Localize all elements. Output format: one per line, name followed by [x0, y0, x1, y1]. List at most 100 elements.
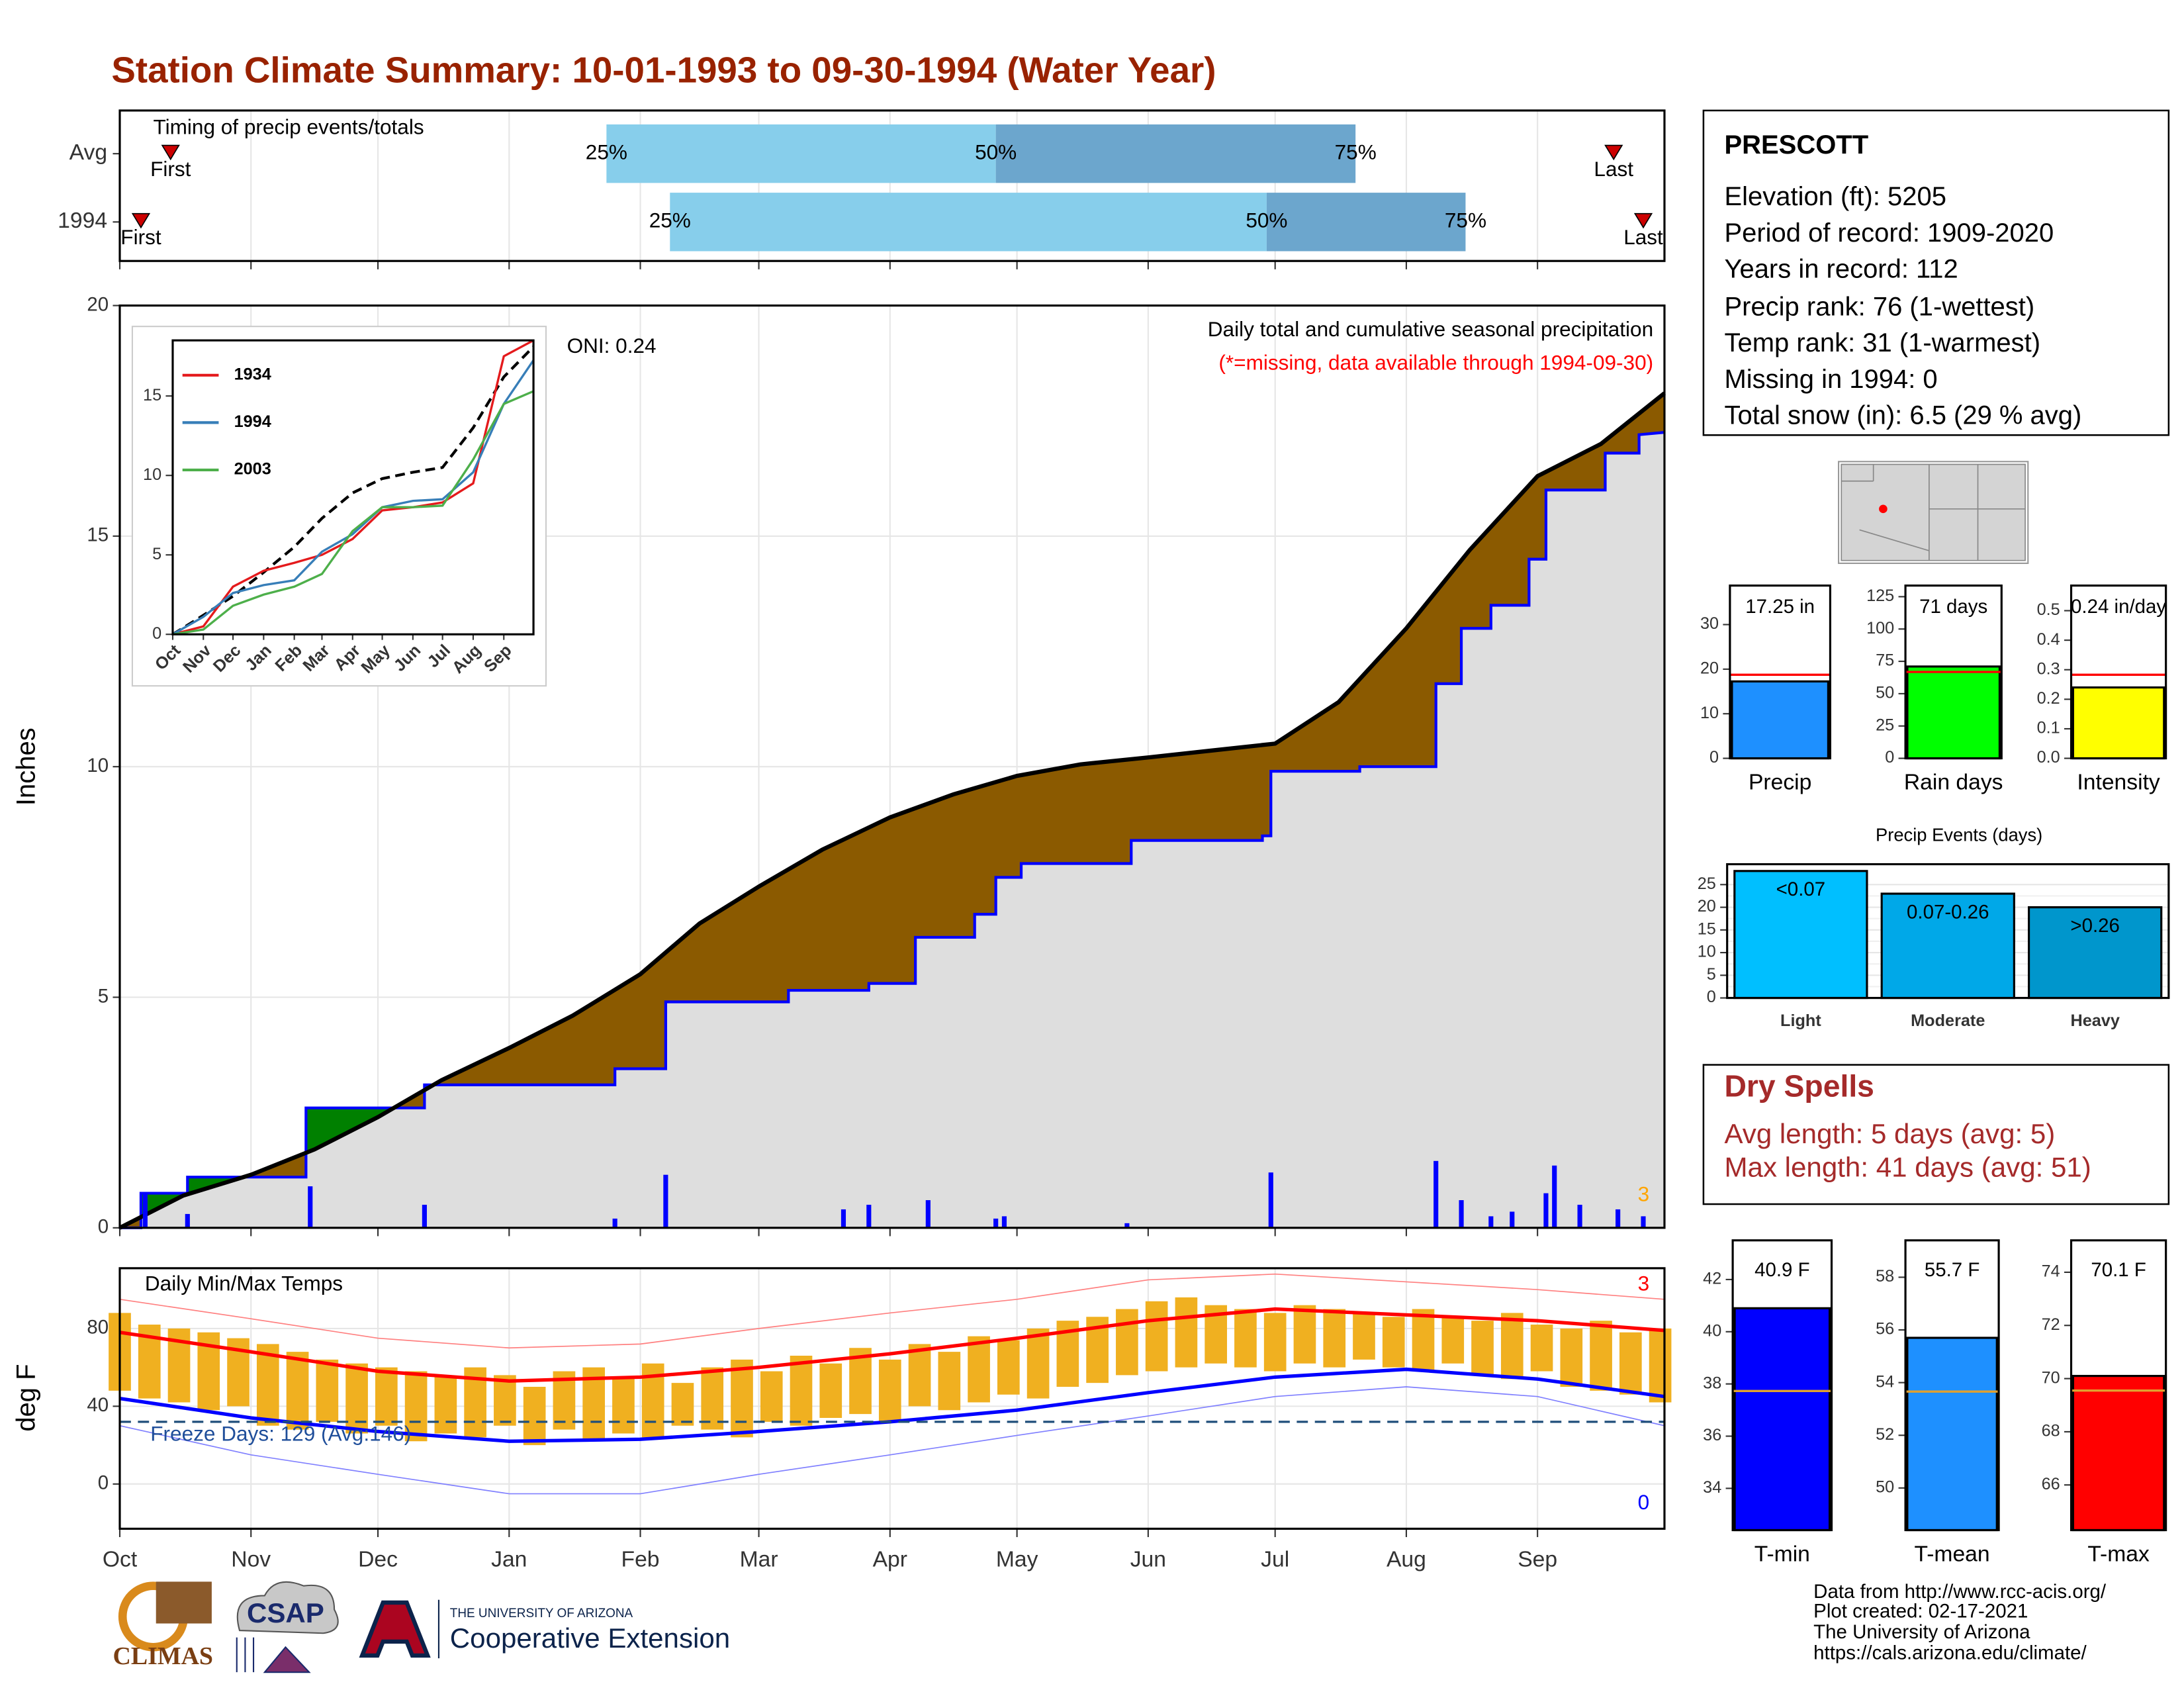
y-tick-label: 54 — [1876, 1372, 1894, 1391]
y-tick-label: 5 — [152, 545, 161, 563]
temp-range-bar — [701, 1367, 724, 1430]
series-line — [172, 359, 535, 635]
locator-map — [1838, 461, 2029, 564]
event-label: First — [120, 225, 161, 249]
plot-frame — [1726, 863, 2170, 1000]
temp-range-bar — [1471, 1321, 1494, 1376]
series-line — [171, 346, 535, 636]
series-line — [172, 390, 534, 635]
y-tick-label: 0.0 — [2037, 748, 2060, 767]
bin-label: >0.26 — [2070, 915, 2120, 937]
temp-range-bar — [1500, 1313, 1524, 1380]
temp-range-bar — [1353, 1313, 1375, 1360]
logos: CLIMAS CSAP THE UNIVERSITY OF ARIZONA Co… — [113, 1581, 730, 1673]
credit-line: Plot created: 02-17-2021 — [1813, 1600, 2028, 1622]
temp-range-bar — [1145, 1301, 1168, 1372]
percentile-label: 50% — [975, 140, 1017, 164]
daily-precip-bar — [185, 1213, 190, 1228]
temp-range-bar — [968, 1336, 990, 1403]
category-label: Rain days — [1904, 770, 2003, 794]
event-marker — [161, 144, 180, 161]
legend-label: 1934 — [234, 365, 271, 383]
bin-label: 0.07-0.26 — [1907, 901, 1989, 923]
map-land — [1841, 463, 2026, 561]
daily-precip-bar — [1268, 1172, 1273, 1228]
y-axis-label: Inches — [12, 727, 41, 806]
daily-precip-bar — [422, 1204, 427, 1228]
plot-frame — [171, 339, 535, 635]
y-tick-label: 70 — [2042, 1368, 2060, 1387]
annotation: 0 — [1638, 1490, 1650, 1514]
plot-frame — [1731, 1239, 1833, 1532]
daily-precip-bar — [142, 1193, 148, 1228]
daily-precip-bar — [1641, 1216, 1646, 1228]
x-tick-label: Jun — [1130, 1548, 1166, 1572]
common-area — [119, 432, 1664, 1228]
station-name: PRESCOTT — [1724, 130, 1868, 160]
plot-frame — [2070, 1239, 2167, 1532]
y-tick-label: 10 — [143, 465, 161, 484]
station-line: Elevation (ft): 5205 — [1724, 182, 1946, 211]
x-tick-label: Aug — [1387, 1548, 1426, 1572]
bar — [1880, 892, 2015, 1000]
temp-range-bar — [1649, 1328, 1672, 1403]
average-cumulative-line — [118, 391, 1666, 1230]
daily-precip-bar — [925, 1200, 931, 1228]
temp-range-bar — [494, 1375, 516, 1426]
y-tick-label: 0.2 — [2037, 689, 2060, 708]
y-tick-label: 40 — [1703, 1321, 1721, 1340]
temp-range-bar — [1441, 1317, 1465, 1364]
x-tick-label: Sep — [1518, 1548, 1557, 1572]
event-marker — [131, 212, 151, 229]
temp-range-bar — [1293, 1305, 1316, 1364]
bar — [2028, 906, 2163, 1000]
y-tick-label: 52 — [1876, 1425, 1894, 1444]
y-tick-label: 40 — [87, 1394, 109, 1416]
temp-range-bar — [819, 1363, 842, 1418]
annotation: 3 — [1638, 1182, 1650, 1206]
temp-range-bar — [878, 1359, 901, 1422]
row-label: 1994 — [58, 209, 107, 233]
y-tick-label: 15 — [143, 386, 161, 404]
daily-precip-bar — [308, 1186, 313, 1228]
plot-frame — [2070, 585, 2167, 760]
plot-frame — [1904, 1239, 2000, 1532]
timing-bar — [1266, 193, 1466, 252]
daily-precip-bar — [1543, 1193, 1549, 1228]
y-tick-label: 0 — [98, 1472, 109, 1494]
annotation: 3 — [1638, 1271, 1650, 1295]
climas-logo: CLIMAS — [113, 1642, 213, 1670]
timing-bar — [670, 193, 1267, 252]
y-tick-label: 10 — [1700, 704, 1719, 722]
daily-precip-bar — [1488, 1216, 1494, 1228]
y-tick-label: 0.3 — [2037, 659, 2060, 678]
temp-range-bar — [1116, 1309, 1138, 1376]
y-tick-label: 0 — [1707, 988, 1716, 1006]
timing-bar — [995, 124, 1356, 183]
x-tick-label: Feb — [621, 1548, 660, 1572]
x-tick-label: Oct — [103, 1548, 138, 1572]
bar — [2071, 686, 2165, 760]
daily-precip-bar — [1552, 1165, 1557, 1228]
y-tick-label: 74 — [2042, 1262, 2060, 1281]
y-tick-label: 68 — [2042, 1422, 2060, 1440]
temp-range-bar — [1382, 1317, 1405, 1368]
legend-label: 1994 — [234, 412, 271, 431]
daily-precip-bar — [1510, 1211, 1515, 1228]
station-line: Precip rank: 76 (1-wettest) — [1724, 292, 2034, 321]
y-tick-label: 0 — [1709, 748, 1719, 767]
station-line: Total snow (in): 6.5 (29 % avg) — [1724, 401, 2081, 430]
y-tick-label: 125 — [1866, 586, 1894, 605]
value-label: 40.9 F — [1754, 1259, 1810, 1281]
y-tick-label: 34 — [1703, 1478, 1721, 1497]
csap-cloud — [236, 1581, 339, 1634]
y-tick-label: 58 — [1876, 1267, 1894, 1286]
daily-precip-bar — [1615, 1209, 1621, 1228]
y-tick-label: 38 — [1703, 1374, 1721, 1392]
bar — [1733, 1307, 1831, 1532]
station-dot — [1879, 504, 1888, 514]
plot-title: Daily Min/Max Temps — [145, 1271, 343, 1295]
temp-range-bar — [375, 1367, 398, 1426]
event-label: Last — [1623, 225, 1663, 249]
category-label: Precip — [1749, 770, 1811, 794]
